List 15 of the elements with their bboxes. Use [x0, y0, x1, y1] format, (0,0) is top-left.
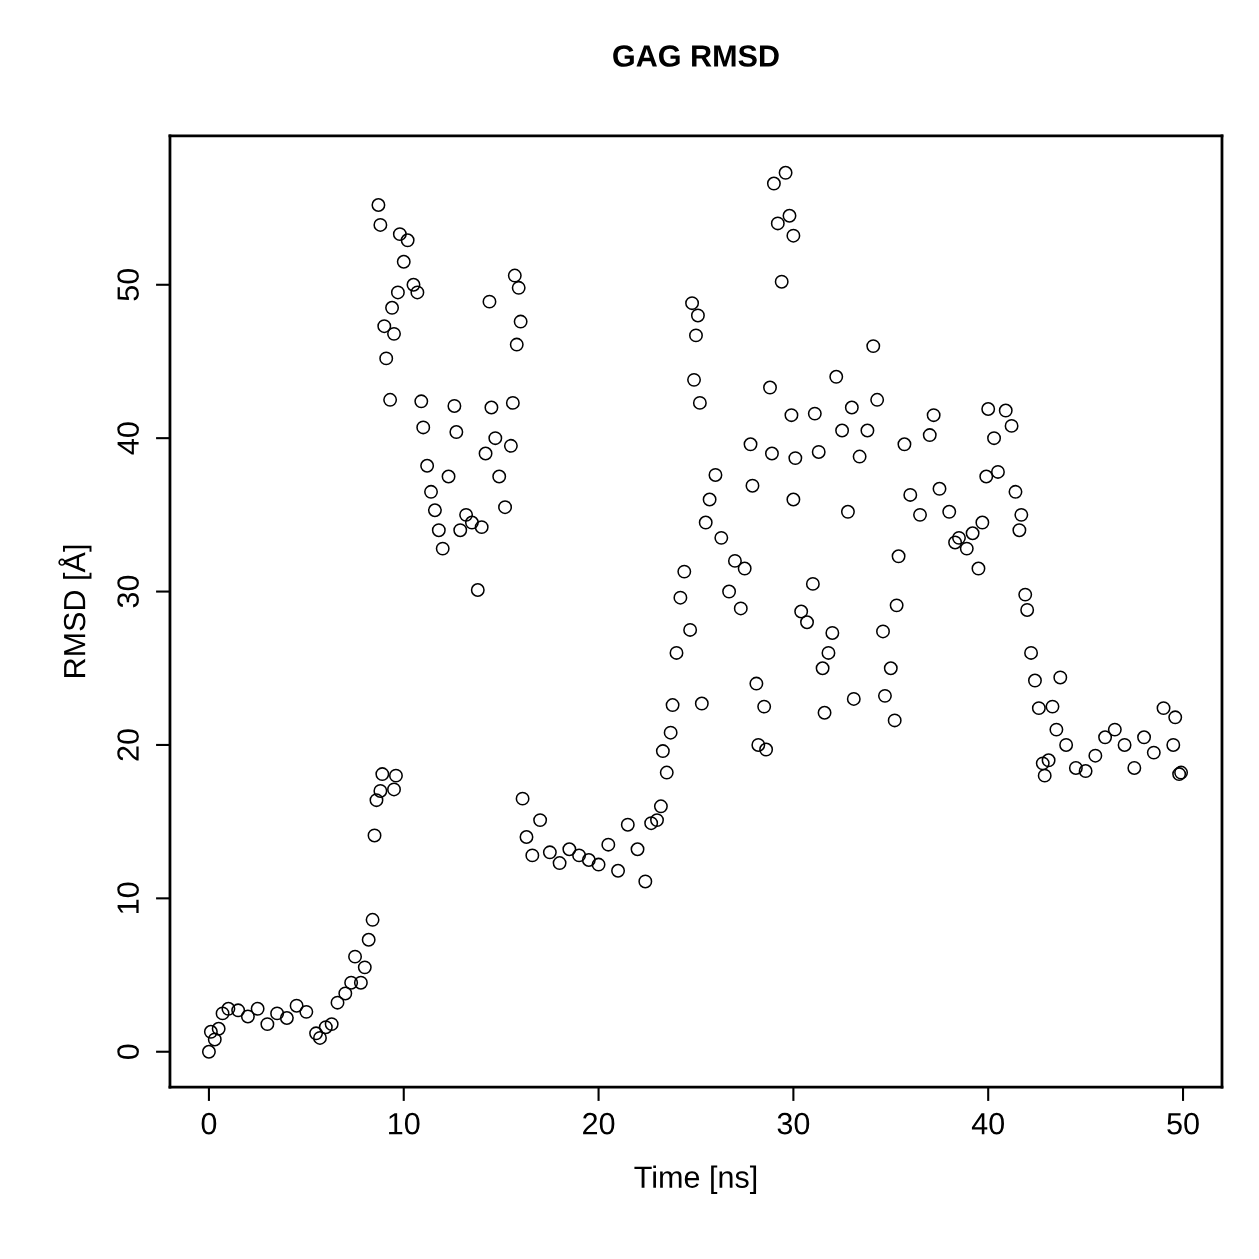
y-tick-label: 40: [117, 422, 139, 455]
x-tick-label: 0: [201, 1112, 217, 1135]
y-tick-label: 0: [117, 1044, 139, 1060]
y-axis-title: RMSD [Å]: [58, 545, 92, 677]
x-tick-label: 40: [971, 1112, 1004, 1135]
y-tick-label: 10: [117, 882, 139, 914]
x-tick-label: 20: [583, 1112, 615, 1135]
y-tick-label: 30: [117, 575, 139, 608]
x-tick-label: 30: [777, 1112, 810, 1135]
x-tick-label: 10: [389, 1112, 420, 1135]
y-tick-label: 50: [117, 268, 139, 301]
y-tick-label: 20: [117, 729, 139, 761]
chart-title: GAG RMSD: [613, 45, 779, 67]
x-tick-label: 50: [1167, 1112, 1199, 1135]
x-axis-title: Time [ns]: [634, 1165, 757, 1194]
